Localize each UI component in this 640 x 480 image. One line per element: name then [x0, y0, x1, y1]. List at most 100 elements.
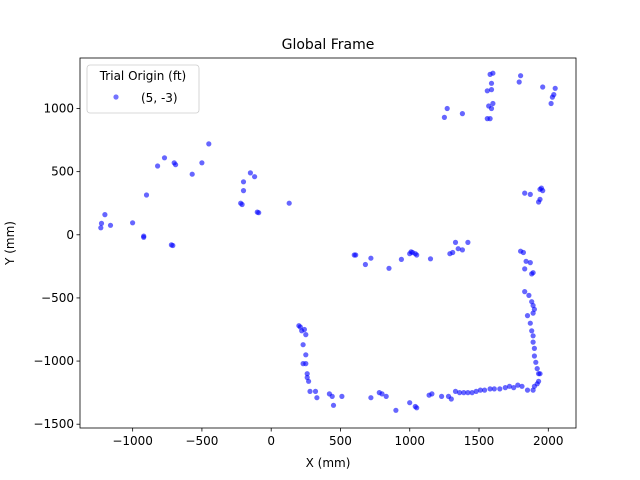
- data-point: [256, 210, 262, 216]
- data-point: [441, 114, 447, 120]
- data-point: [426, 392, 432, 398]
- data-point: [538, 185, 545, 191]
- data-point: [530, 333, 536, 339]
- x-tick-label: −500: [185, 434, 218, 448]
- x-tick-label: −1000: [112, 434, 153, 448]
- data-point: [173, 162, 179, 168]
- data-point: [526, 292, 532, 298]
- data-point: [286, 200, 292, 206]
- data-point: [516, 79, 522, 85]
- data-point: [491, 386, 497, 392]
- y-tick-label: 0: [66, 228, 74, 242]
- data-point: [530, 270, 536, 276]
- data-point: [189, 171, 195, 177]
- data-point: [477, 387, 483, 393]
- legend-title: Trial Origin (ft): [99, 69, 187, 83]
- data-point: [534, 366, 540, 372]
- data-point: [482, 387, 488, 393]
- data-point: [519, 383, 525, 389]
- plot-frame: [79, 57, 577, 429]
- y-tick-label: −1500: [33, 417, 74, 431]
- data-point: [300, 342, 306, 348]
- data-point: [523, 258, 529, 264]
- data-point: [143, 192, 150, 198]
- y-tick-label: −1000: [33, 354, 74, 368]
- data-point: [444, 105, 450, 112]
- data-point: [465, 390, 471, 396]
- data-point: [487, 116, 493, 122]
- data-point: [530, 387, 536, 393]
- data-point: [488, 80, 495, 86]
- legend: Trial Origin (ft) (5, -3): [86, 64, 200, 114]
- x-tick-label: 500: [329, 434, 352, 448]
- data-point: [522, 289, 528, 295]
- legend-entry-label: (5, -3): [141, 91, 178, 105]
- data-point: [383, 393, 389, 399]
- data-point: [537, 371, 543, 377]
- data-point: [487, 386, 493, 392]
- data-point: [393, 407, 399, 413]
- data-point: [531, 345, 538, 351]
- data-point: [473, 388, 479, 394]
- data-point: [312, 388, 319, 394]
- data-point: [98, 220, 105, 226]
- data-point: [368, 395, 374, 401]
- data-point: [529, 328, 535, 334]
- y-tick-label: 500: [51, 165, 74, 179]
- data-point: [518, 73, 524, 79]
- data-point: [301, 326, 307, 333]
- data-point: [362, 261, 368, 268]
- data-point: [199, 160, 205, 166]
- data-point: [540, 84, 546, 90]
- data-point: [353, 252, 359, 258]
- data-point: [427, 256, 434, 262]
- x-axis-label: X (mm): [306, 456, 351, 470]
- data-points: [98, 70, 558, 413]
- data-point: [527, 260, 533, 266]
- data-point: [502, 385, 508, 391]
- data-point: [469, 390, 475, 396]
- data-point: [303, 352, 309, 358]
- data-point: [490, 70, 496, 76]
- data-point: [107, 222, 114, 228]
- data-point: [490, 100, 496, 107]
- data-point: [98, 225, 104, 231]
- data-point: [376, 390, 382, 396]
- data-point: [552, 85, 558, 91]
- data-point: [461, 390, 467, 396]
- chart-title: Global Frame: [282, 37, 375, 53]
- data-point: [530, 339, 536, 345]
- data-point: [531, 353, 538, 359]
- data-point: [330, 402, 337, 408]
- data-point: [206, 141, 212, 147]
- data-point: [414, 252, 420, 258]
- y-axis-ticks: −1500 −1000 −500 0 500 1000: [33, 102, 80, 431]
- data-point: [465, 239, 471, 245]
- data-point: [445, 393, 452, 399]
- y-axis-label: Y (mm): [3, 221, 17, 266]
- data-point: [130, 220, 136, 226]
- data-point: [527, 320, 533, 326]
- data-point: [239, 201, 245, 208]
- data-point: [452, 388, 459, 394]
- data-point: [252, 174, 258, 180]
- y-tick-label: −500: [41, 291, 74, 305]
- legend-box: [86, 64, 200, 114]
- data-point: [530, 310, 536, 316]
- data-point: [515, 382, 521, 388]
- data-point: [548, 100, 554, 107]
- data-point: [537, 196, 543, 202]
- data-point: [141, 234, 147, 240]
- y-tick-label: 1000: [43, 102, 74, 116]
- data-point: [524, 387, 531, 393]
- data-point: [484, 88, 490, 94]
- data-point: [170, 242, 176, 249]
- data-point: [386, 265, 392, 271]
- x-tick-label: 0: [267, 434, 275, 448]
- x-axis-ticks: −1000 −500 0 500 1000 1500 2000: [112, 428, 564, 448]
- data-point: [240, 179, 247, 185]
- data-point: [533, 359, 539, 365]
- data-point: [452, 239, 459, 245]
- data-point: [304, 371, 310, 377]
